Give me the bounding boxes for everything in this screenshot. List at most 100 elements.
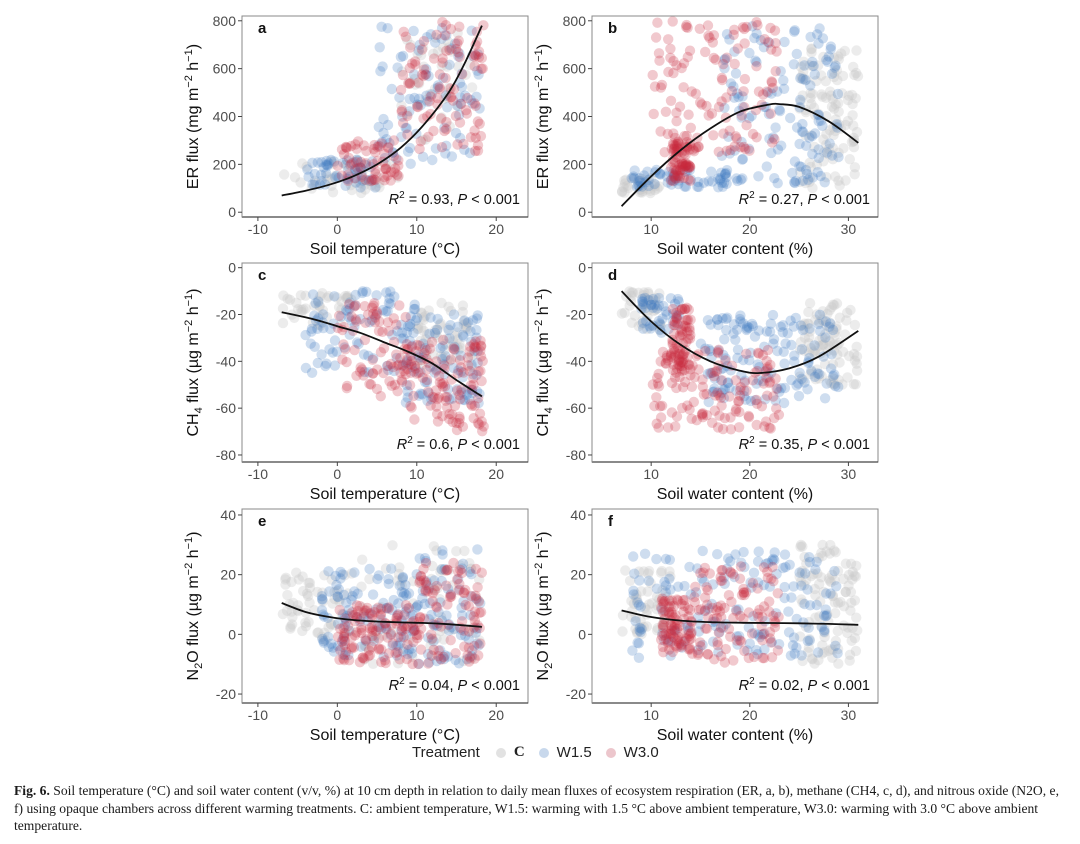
point-w30 [464, 365, 475, 377]
point-w30 [454, 411, 465, 422]
point-c [810, 590, 821, 601]
point-w15 [693, 626, 705, 637]
point-w30 [671, 307, 682, 319]
point-w30 [373, 643, 385, 654]
point-w30 [680, 157, 691, 169]
point-c [838, 573, 849, 585]
point-w15 [347, 591, 358, 602]
y-tick-label: 0 [228, 626, 236, 642]
point-w15 [317, 593, 328, 605]
point-w30 [335, 645, 346, 656]
point-c [360, 641, 371, 652]
point-c [418, 325, 430, 337]
point-w15 [430, 143, 442, 154]
point-w30 [772, 588, 783, 599]
point-w30 [717, 423, 729, 435]
point-w30 [380, 163, 391, 174]
point-c [832, 643, 844, 655]
point-c [851, 45, 862, 56]
point-w30 [741, 348, 752, 359]
point-c [474, 635, 485, 646]
x-tick-label: 0 [333, 707, 341, 723]
point-w30 [719, 412, 731, 424]
point-w15 [749, 331, 761, 342]
point-w30 [350, 156, 362, 168]
point-w15 [685, 174, 696, 185]
point-c [649, 295, 661, 306]
x-tick-label: 0 [333, 466, 341, 482]
point-c [301, 161, 312, 172]
point-c [810, 348, 821, 359]
point-w30 [767, 137, 778, 148]
point-c [841, 315, 852, 326]
point-c [833, 374, 844, 386]
point-w15 [378, 597, 389, 609]
point-c [818, 147, 830, 158]
point-w30 [769, 134, 780, 145]
point-c [295, 290, 307, 301]
point-w30 [395, 84, 407, 96]
point-w15 [471, 594, 482, 605]
point-w15 [459, 144, 470, 155]
point-c [461, 318, 472, 329]
point-w30 [688, 146, 700, 157]
point-c [638, 290, 649, 301]
point-w30 [350, 314, 361, 325]
point-w30 [656, 79, 668, 91]
point-w30 [336, 144, 348, 155]
point-w15 [458, 331, 469, 342]
point-c [303, 616, 314, 628]
point-c [442, 323, 454, 334]
point-w15 [451, 384, 463, 395]
point-w30 [696, 408, 708, 420]
point-w30 [371, 306, 382, 317]
point-w30 [674, 354, 685, 365]
point-w30 [682, 22, 693, 33]
point-w30 [464, 652, 476, 663]
point-w30 [441, 116, 452, 128]
point-w30 [658, 647, 669, 658]
point-w15 [368, 635, 380, 646]
point-w30 [358, 607, 369, 618]
point-w15 [788, 581, 799, 592]
point-c [364, 176, 375, 187]
point-w30 [383, 142, 394, 153]
point-w30 [667, 303, 678, 315]
point-w15 [432, 82, 443, 93]
point-w15 [435, 597, 446, 608]
point-w30 [671, 138, 682, 150]
point-w30 [454, 413, 465, 425]
point-w15 [456, 366, 467, 377]
point-w30 [370, 168, 381, 179]
point-w30 [407, 58, 418, 69]
point-w15 [755, 35, 766, 46]
point-w30 [684, 333, 696, 344]
point-c [368, 632, 379, 643]
point-w30 [683, 359, 694, 370]
point-c [416, 322, 427, 333]
point-w30 [355, 156, 367, 168]
point-w30 [736, 636, 747, 647]
point-w15 [399, 588, 410, 599]
point-w15 [396, 327, 408, 338]
point-w15 [474, 103, 485, 114]
point-w30 [397, 117, 409, 129]
point-w15 [761, 326, 772, 337]
point-c [303, 577, 314, 588]
point-w30 [408, 636, 419, 648]
point-c [286, 576, 297, 588]
point-c [458, 655, 469, 667]
point-w15 [398, 333, 409, 344]
point-w15 [435, 653, 446, 665]
point-c [833, 106, 844, 118]
point-w30 [391, 618, 402, 629]
point-c [452, 100, 464, 112]
point-w30 [475, 345, 486, 356]
point-w30 [667, 646, 678, 658]
point-c [796, 594, 807, 605]
point-w30 [448, 343, 459, 354]
point-w30 [725, 144, 736, 156]
point-c [806, 653, 818, 664]
point-w30 [764, 422, 775, 433]
point-c [432, 583, 443, 594]
